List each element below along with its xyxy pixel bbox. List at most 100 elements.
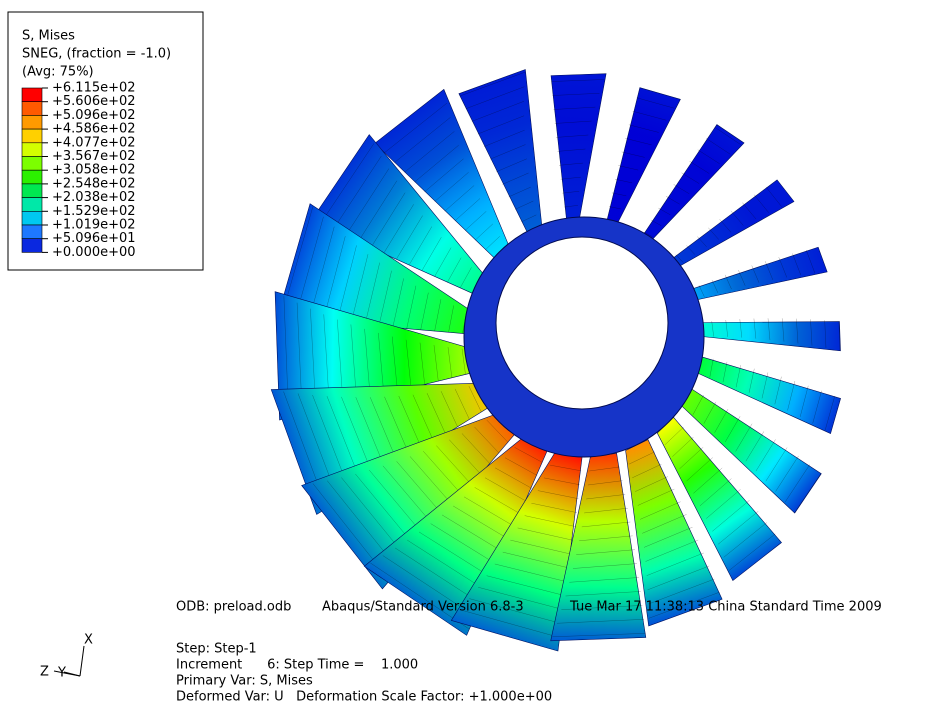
mesh-line — [681, 172, 700, 184]
legend-swatch — [21, 211, 43, 226]
mesh-line — [449, 439, 482, 475]
mesh-line — [608, 206, 621, 210]
mesh-line — [723, 522, 767, 558]
mesh-line — [502, 551, 571, 569]
mesh-line — [581, 521, 631, 528]
mesh-line — [635, 476, 669, 492]
legend-swatch — [21, 87, 43, 102]
mesh-line — [433, 345, 439, 382]
mesh-line — [459, 72, 526, 97]
mesh-line — [738, 270, 746, 286]
increment: Increment 6: Step Time = 1.000 — [176, 658, 418, 673]
mesh-line — [521, 214, 537, 222]
mesh-line — [426, 393, 446, 435]
mesh-line — [319, 143, 375, 225]
mesh-line — [569, 577, 639, 583]
mesh-line — [782, 318, 785, 342]
mesh-line — [664, 427, 684, 445]
legend-label: +5.096e+01 — [52, 231, 136, 246]
mesh-line — [787, 381, 796, 411]
mesh-line — [697, 149, 720, 164]
mesh-line — [703, 401, 717, 424]
mesh-line — [692, 395, 704, 415]
mesh-line — [765, 447, 788, 482]
mesh-line — [436, 445, 473, 486]
mesh-line — [686, 245, 695, 255]
mesh-line — [552, 633, 646, 637]
triad-x-axis — [79, 645, 85, 677]
legend-swatch — [21, 156, 43, 171]
mesh-line — [561, 605, 643, 610]
mesh-line — [350, 254, 369, 324]
mesh-line — [370, 192, 406, 248]
mesh-line — [673, 184, 690, 194]
mesh-line — [537, 490, 579, 499]
legend-label: +4.586e+02 — [52, 122, 136, 137]
mesh-line — [447, 347, 453, 378]
mesh-line — [486, 420, 509, 443]
mesh-line — [648, 578, 715, 605]
mesh-line — [728, 533, 776, 571]
mesh-line — [378, 332, 385, 395]
legend-label: +3.058e+02 — [52, 163, 136, 178]
mesh-line — [508, 186, 531, 198]
mesh-line — [486, 575, 567, 597]
mesh-line — [474, 487, 522, 515]
mesh-line — [485, 236, 500, 250]
mesh-line — [719, 219, 732, 233]
mesh-line — [714, 127, 742, 146]
mesh-line — [405, 339, 412, 388]
mesh-line — [632, 111, 667, 121]
mesh-line — [468, 386, 482, 413]
mesh-line — [514, 447, 543, 463]
mesh-line — [345, 168, 390, 237]
mesh-line — [761, 372, 769, 399]
mesh-line — [838, 321, 841, 351]
legend-swatch — [21, 238, 43, 253]
mesh-line — [611, 192, 627, 196]
mesh-line — [336, 245, 357, 323]
mesh-line — [675, 254, 684, 263]
triad-z-axis — [53, 670, 81, 677]
mesh-line — [775, 455, 799, 492]
mesh-line — [632, 464, 662, 478]
mesh-line — [461, 348, 466, 375]
mesh-line — [553, 106, 596, 110]
mesh-line — [384, 396, 411, 457]
mesh-line — [407, 539, 488, 592]
mesh-line — [564, 205, 578, 208]
mesh-line — [551, 79, 605, 82]
legend-swatch — [21, 197, 43, 212]
mesh-line — [751, 265, 760, 283]
mesh-line — [554, 120, 592, 124]
mesh-line — [464, 211, 487, 231]
mesh-line — [699, 478, 732, 506]
hub-bore — [495, 236, 669, 410]
mesh-line — [686, 457, 713, 482]
mesh-line — [806, 249, 816, 274]
mesh-line — [589, 466, 620, 472]
mesh-line — [672, 436, 694, 457]
odb-name: ODB: preload.odb — [176, 600, 291, 615]
mesh-line — [475, 223, 493, 241]
triad-x-label: X — [84, 633, 93, 648]
mesh-line — [517, 527, 574, 541]
mesh-line — [742, 202, 757, 220]
mesh-line — [560, 177, 581, 180]
blade — [685, 246, 828, 302]
mesh-line — [824, 395, 835, 431]
mesh-line — [463, 496, 516, 528]
legend-label: +2.548e+02 — [52, 176, 136, 191]
mesh-line — [434, 247, 452, 277]
mesh-line — [423, 451, 463, 496]
mesh-line — [812, 390, 822, 424]
mesh-line — [636, 97, 675, 109]
mesh-line — [753, 194, 769, 213]
mesh-line — [392, 278, 404, 328]
mesh-line — [647, 565, 710, 590]
mesh-line — [753, 318, 757, 339]
mesh-line — [800, 385, 809, 417]
mesh-line — [364, 328, 371, 398]
